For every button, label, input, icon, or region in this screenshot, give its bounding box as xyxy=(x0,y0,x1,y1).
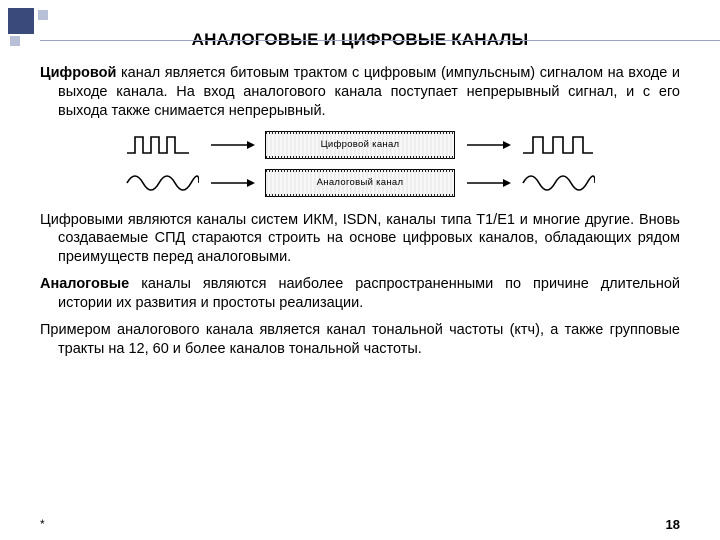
analog-box-label: Аналоговый канал xyxy=(317,177,404,188)
digital-signal-in-icon xyxy=(125,129,199,161)
page-number: 18 xyxy=(666,517,680,532)
paragraph-2: Цифровыми являются каналы систем ИКМ, IS… xyxy=(40,211,680,268)
slide-content: АНАЛОГОВЫЕ И ЦИФРОВЫЕ КАНАЛЫ Цифровой ка… xyxy=(0,0,720,386)
digital-signal-out-icon xyxy=(521,129,595,161)
paragraph-4: Примером аналогового канала является кан… xyxy=(40,321,680,359)
para1-rest: канал является битовым трактом с цифровы… xyxy=(58,65,680,119)
digital-row: Цифровой канал xyxy=(100,129,620,161)
analog-row: Аналоговый канал xyxy=(100,167,620,199)
footer-mark: * xyxy=(40,517,45,532)
arrow-icon xyxy=(465,139,511,151)
arrow-icon xyxy=(465,177,511,189)
channel-diagram: Цифровой канал Аналоговый канал xyxy=(100,129,620,199)
arrow-icon xyxy=(209,139,255,151)
paragraph-3: Аналоговые каналы являются наиболее расп… xyxy=(40,275,680,313)
analog-signal-out-icon xyxy=(521,167,595,199)
para1-lead: Цифровой xyxy=(40,65,116,81)
paragraph-1: Цифровой канал является битовым трактом … xyxy=(40,64,680,121)
digital-channel-box: Цифровой канал xyxy=(265,131,455,159)
arrow-icon xyxy=(209,177,255,189)
digital-box-label: Цифровой канал xyxy=(321,139,400,150)
footer: * 18 xyxy=(40,517,680,532)
para3-rest: каналы являются наиболее распространенны… xyxy=(58,276,680,311)
analog-channel-box: Аналоговый канал xyxy=(265,169,455,197)
header-rule xyxy=(40,40,720,41)
analog-signal-in-icon xyxy=(125,167,199,199)
para3-lead: Аналоговые xyxy=(40,276,129,292)
